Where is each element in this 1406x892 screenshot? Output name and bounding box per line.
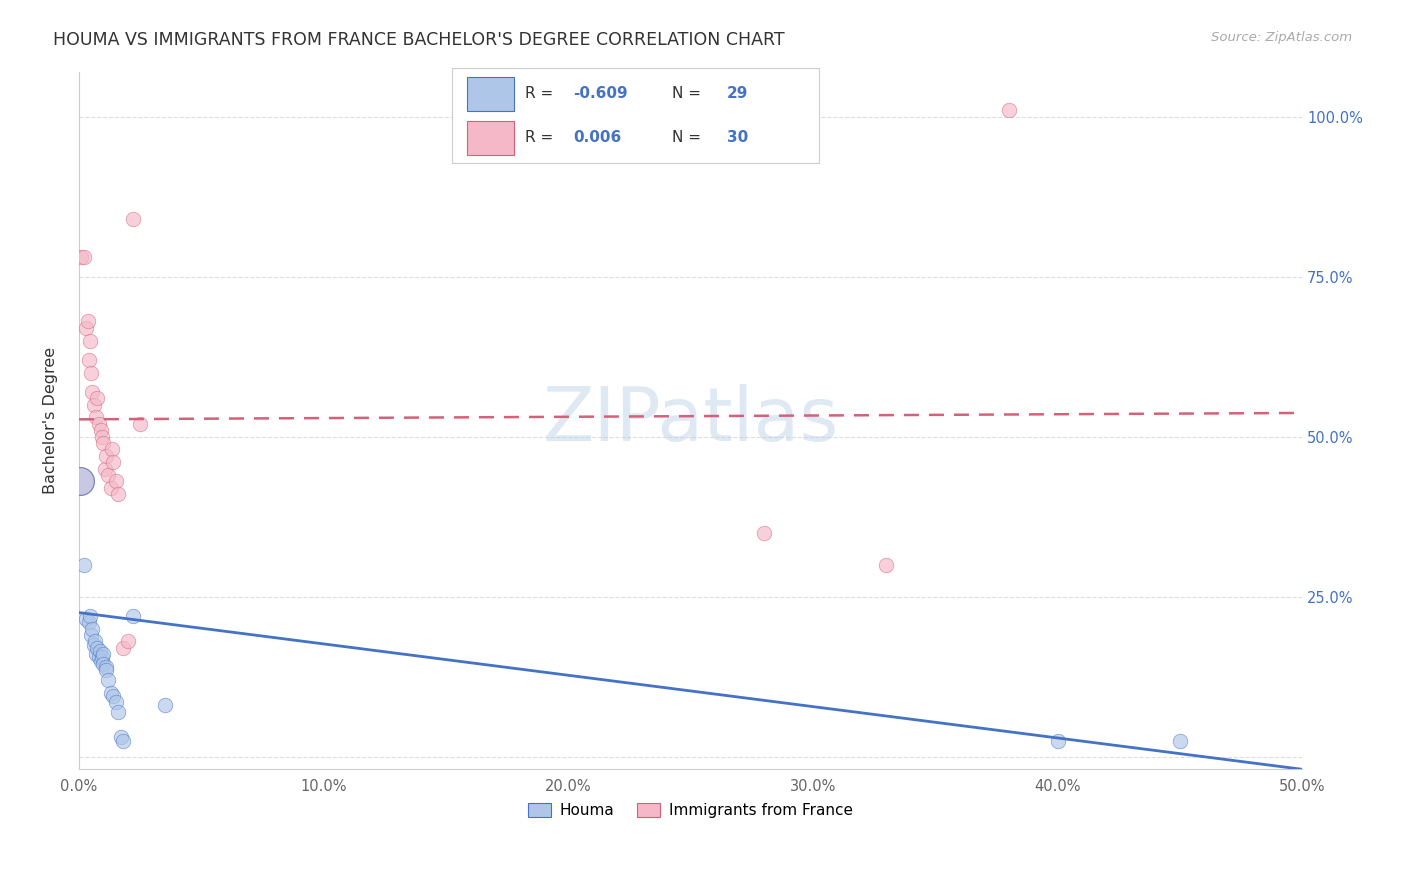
- Point: [93, 647, 115, 661]
- Point: [91, 429, 114, 443]
- Text: Source: ZipAtlas.com: Source: ZipAtlas.com: [1212, 31, 1353, 45]
- Point: [875, 558, 897, 572]
- Point: [93, 461, 115, 475]
- Point: [997, 103, 1019, 118]
- Point: [84, 647, 107, 661]
- Point: [75, 612, 97, 626]
- Point: [80, 366, 103, 380]
- Point: [110, 731, 132, 745]
- Point: [1168, 733, 1191, 747]
- Point: [100, 685, 122, 699]
- Point: [153, 698, 176, 713]
- Point: [73, 251, 96, 265]
- Point: [94, 449, 117, 463]
- Point: [129, 417, 152, 431]
- Point: [90, 423, 112, 437]
- Point: [94, 663, 117, 677]
- Point: [86, 391, 108, 405]
- Point: [75, 321, 97, 335]
- Point: [97, 673, 120, 687]
- Point: [80, 628, 103, 642]
- Legend: Houma, Immigrants from France: Houma, Immigrants from France: [522, 797, 859, 824]
- Point: [84, 410, 107, 425]
- Point: [111, 733, 134, 747]
- Point: [104, 695, 127, 709]
- Point: [90, 654, 112, 668]
- Point: [103, 689, 125, 703]
- Point: [82, 622, 104, 636]
- Point: [121, 608, 143, 623]
- Point: [104, 475, 127, 489]
- Point: [83, 634, 105, 648]
- Point: [76, 314, 98, 328]
- Point: [79, 334, 101, 348]
- Point: [79, 608, 101, 623]
- Text: HOUMA VS IMMIGRANTS FROM FRANCE BACHELOR'S DEGREE CORRELATION CHART: HOUMA VS IMMIGRANTS FROM FRANCE BACHELOR…: [53, 31, 785, 49]
- Point: [82, 384, 104, 399]
- Point: [107, 705, 129, 719]
- Point: [100, 481, 122, 495]
- Point: [69, 475, 91, 489]
- Point: [87, 417, 110, 431]
- Point: [94, 660, 117, 674]
- Point: [93, 436, 115, 450]
- Point: [70, 251, 93, 265]
- Point: [117, 634, 139, 648]
- Point: [93, 657, 115, 671]
- Point: [752, 525, 775, 540]
- Point: [87, 650, 110, 665]
- Point: [107, 487, 129, 501]
- Y-axis label: Bachelor's Degree: Bachelor's Degree: [44, 347, 58, 494]
- Point: [89, 644, 111, 658]
- Point: [83, 638, 105, 652]
- Point: [103, 455, 125, 469]
- Point: [121, 212, 143, 227]
- Point: [77, 615, 100, 629]
- Point: [73, 558, 96, 572]
- Point: [86, 640, 108, 655]
- Point: [83, 398, 105, 412]
- Point: [69, 475, 91, 489]
- Point: [77, 352, 100, 367]
- Text: ZIPatlas: ZIPatlas: [543, 384, 839, 457]
- Point: [101, 442, 124, 457]
- Point: [1046, 733, 1069, 747]
- Point: [97, 468, 120, 483]
- Point: [91, 650, 114, 665]
- Point: [111, 640, 134, 655]
